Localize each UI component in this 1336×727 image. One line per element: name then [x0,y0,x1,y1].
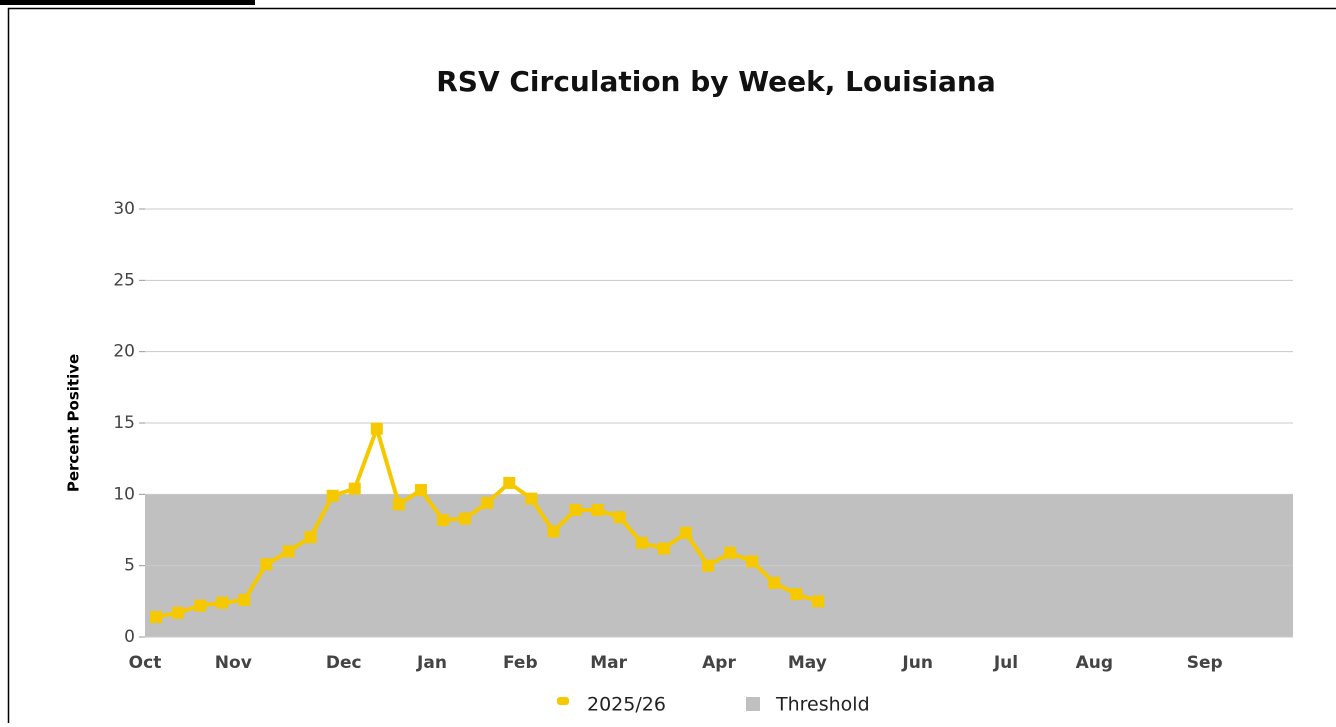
top-bar [0,0,255,5]
data-point [371,423,383,435]
data-point [614,511,626,523]
x-tick-label: Jan [416,653,447,673]
y-tick-label: 0 [124,627,135,647]
x-tick-label: Mar [590,653,627,673]
x-tick-label: Jun [901,653,933,673]
data-point [216,597,228,609]
data-point [702,560,714,572]
data-point [150,611,162,623]
data-point [393,498,405,510]
y-tick-label: 15 [113,413,135,433]
legend-swatch [746,697,760,711]
y-axis-label: Percent Positive [65,354,83,492]
legend-label: 2025/26 [587,694,666,716]
data-point [746,555,758,567]
data-point [768,577,780,589]
data-point [415,484,427,496]
data-point [305,531,317,543]
data-point [503,477,515,489]
data-point [238,594,250,606]
y-tick-label: 30 [113,199,135,219]
data-point [481,497,493,509]
data-point [349,483,361,495]
x-tick-label: Apr [702,653,736,673]
x-tick-label: Sep [1187,653,1223,673]
data-point [260,558,272,570]
data-point [724,547,736,559]
y-tick-label: 20 [113,342,135,362]
data-point [570,504,582,516]
x-tick-label: Nov [215,653,252,673]
data-point [790,588,802,600]
data-point [812,595,824,607]
data-point [525,493,537,505]
x-tick-label: May [788,653,827,673]
data-point [437,514,449,526]
x-tick-label: Jul [993,653,1018,673]
data-point [459,513,471,525]
data-point [327,490,339,502]
data-point [283,545,295,557]
x-tick-label: Feb [503,653,538,673]
y-tick-label: 5 [124,556,135,576]
legend-label: Threshold [775,694,870,716]
data-point [680,527,692,539]
x-tick-label: Aug [1076,653,1113,673]
y-tick-label: 10 [113,484,135,504]
data-point [658,543,670,555]
x-tick-label: Dec [326,653,362,673]
x-tick-label: Oct [129,653,162,673]
data-point [592,504,604,516]
data-point [547,525,559,537]
chart-title: RSV Circulation by Week, Louisiana [436,65,996,98]
data-point [636,537,648,549]
data-point [194,600,206,612]
y-tick-label: 25 [113,270,135,290]
legend-swatch [557,697,569,705]
data-point [172,607,184,619]
